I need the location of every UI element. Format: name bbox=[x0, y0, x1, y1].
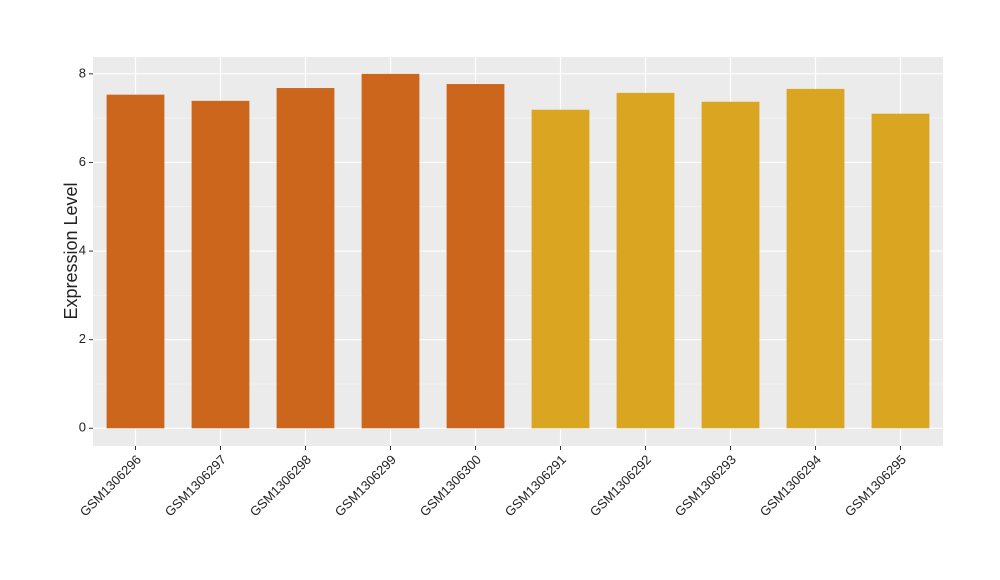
x-tick-label: GSM1306294 bbox=[757, 452, 824, 519]
y-tick-label: 2 bbox=[79, 331, 86, 346]
x-tick-label: GSM1306293 bbox=[672, 452, 739, 519]
x-tick-label: GSM1306292 bbox=[587, 452, 654, 519]
y-tick-label: 6 bbox=[79, 154, 86, 169]
x-tick-label: GSM1306291 bbox=[502, 452, 569, 519]
bar bbox=[361, 73, 420, 429]
x-tick-label: GSM1306300 bbox=[417, 452, 484, 519]
bar bbox=[786, 88, 845, 429]
y-tick-label: 8 bbox=[79, 65, 86, 80]
bar bbox=[871, 113, 930, 429]
y-tick-label: 4 bbox=[79, 242, 86, 257]
y-axis-title: Expression Level bbox=[61, 182, 81, 319]
x-tick-label: GSM1306299 bbox=[332, 452, 399, 519]
bar bbox=[446, 84, 505, 429]
y-tick-label: 0 bbox=[79, 420, 86, 435]
bar bbox=[106, 94, 165, 429]
bar bbox=[616, 92, 675, 429]
bar bbox=[531, 109, 590, 429]
x-tick-label: GSM1306296 bbox=[77, 452, 144, 519]
x-tick-label: GSM1306297 bbox=[162, 452, 229, 519]
bar bbox=[191, 100, 250, 429]
bar bbox=[276, 88, 335, 429]
bar bbox=[701, 101, 760, 429]
x-tick-label: GSM1306295 bbox=[842, 452, 909, 519]
x-tick-label: GSM1306298 bbox=[247, 452, 314, 519]
